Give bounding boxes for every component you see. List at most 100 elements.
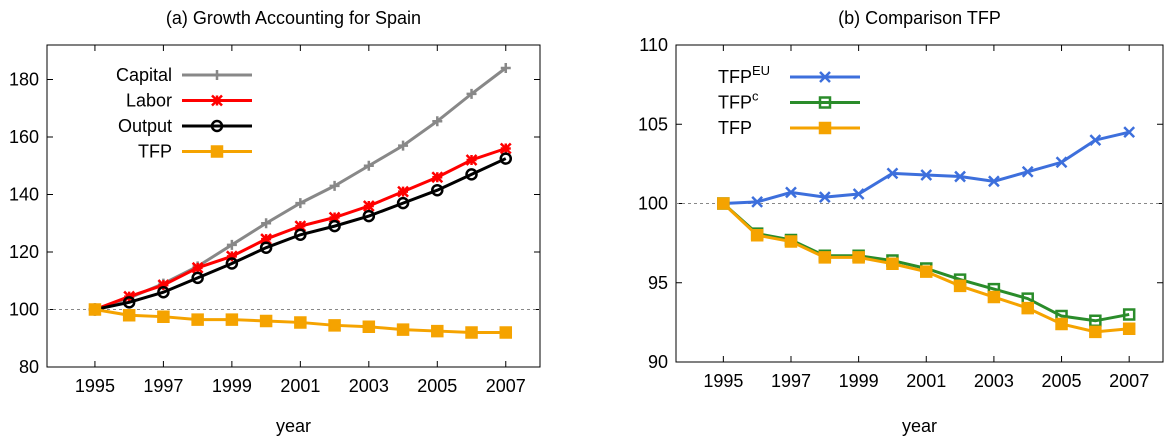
marker <box>260 233 272 245</box>
marker <box>466 88 477 99</box>
line <box>94 157 507 311</box>
marker <box>465 168 478 181</box>
marker <box>886 257 899 270</box>
legend-name: TFP <box>718 93 752 113</box>
marker <box>1021 301 1034 315</box>
marker <box>1089 134 1102 146</box>
y-tick-label: 95 <box>648 273 668 293</box>
marker <box>987 290 1001 304</box>
y-tick-label: 160 <box>9 127 39 147</box>
marker <box>465 154 478 166</box>
y-tick-label: 105 <box>638 114 668 134</box>
x-tick-label: 2007 <box>1109 371 1149 391</box>
legend-label: TFP <box>138 142 172 162</box>
legend-label: TFPEU <box>718 63 770 87</box>
marker <box>259 314 273 328</box>
legend-label: TFPc <box>718 89 759 113</box>
marker <box>396 196 410 210</box>
y-tick-label: 110 <box>639 35 668 55</box>
legend-superscript: EU <box>752 63 770 78</box>
line <box>723 130 1130 205</box>
legend-marker <box>818 121 832 135</box>
y-tick-label: 100 <box>638 194 668 214</box>
x-axis-label: year <box>902 416 937 436</box>
x-tick-label: 2003 <box>349 376 389 396</box>
x-tick-label: 2007 <box>486 376 526 396</box>
x-tick-label: 1995 <box>703 371 743 391</box>
marker <box>191 271 204 285</box>
marker <box>328 211 341 224</box>
marker <box>500 63 511 73</box>
legend-name: TFP <box>718 67 752 87</box>
legend-marker <box>210 119 224 133</box>
marker <box>122 296 136 309</box>
marker <box>294 220 307 233</box>
marker <box>259 241 273 254</box>
marker <box>363 160 374 171</box>
marker <box>886 167 899 180</box>
marker <box>785 186 797 199</box>
x-tick-label: 1997 <box>143 376 183 396</box>
y-tick-label: 100 <box>9 300 39 320</box>
marker <box>499 326 513 339</box>
marker <box>362 209 376 223</box>
legend-label: Labor <box>126 91 172 111</box>
x-tick-label: 1999 <box>839 371 879 391</box>
legend-name: TFP <box>718 118 752 138</box>
x-tick-label: 2005 <box>417 376 457 396</box>
legend-marker <box>818 96 832 109</box>
plot-frame <box>46 44 541 368</box>
marker <box>362 200 375 212</box>
x-tick-label: 2001 <box>906 371 946 391</box>
marker <box>1055 156 1068 169</box>
marker <box>953 279 967 293</box>
legend-marker <box>819 71 831 83</box>
y-tick-label: 80 <box>19 357 39 377</box>
marker <box>1123 126 1136 139</box>
marker <box>398 140 409 151</box>
x-tick-label: 1999 <box>212 376 252 396</box>
marker <box>122 309 136 322</box>
marker <box>225 250 238 263</box>
marker <box>294 316 307 329</box>
marker <box>157 286 170 299</box>
marker <box>328 319 341 332</box>
x-tick-label: 1995 <box>75 376 115 396</box>
marker <box>920 169 933 181</box>
marker <box>1122 322 1136 335</box>
x-tick-label: 1997 <box>771 371 811 391</box>
marker <box>432 116 443 127</box>
marker <box>818 251 832 264</box>
marker <box>329 180 340 191</box>
marker <box>784 235 798 248</box>
marker <box>852 251 865 264</box>
marker <box>852 188 865 200</box>
legend-label: Output <box>118 116 172 136</box>
marker <box>751 196 764 208</box>
legend-superscript: c <box>752 89 759 104</box>
marker <box>988 175 1000 188</box>
marker <box>191 313 204 326</box>
legend-label: TFP <box>718 118 752 138</box>
marker <box>465 326 478 339</box>
marker <box>499 152 513 165</box>
marker <box>954 170 966 183</box>
marker <box>397 185 409 198</box>
marker <box>225 257 239 270</box>
legend-marker <box>211 94 223 107</box>
marker <box>920 265 933 278</box>
marker <box>431 324 444 338</box>
marker <box>157 279 170 291</box>
marker <box>431 171 444 184</box>
marker <box>226 239 237 250</box>
marker <box>1055 317 1068 331</box>
marker <box>261 218 272 229</box>
line <box>722 202 1130 323</box>
chart-title: (b) Comparison TFP <box>838 8 1001 28</box>
marker <box>295 198 306 209</box>
marker <box>717 197 730 210</box>
marker <box>499 142 512 155</box>
y-tick-label: 180 <box>9 70 39 90</box>
marker <box>750 228 764 242</box>
